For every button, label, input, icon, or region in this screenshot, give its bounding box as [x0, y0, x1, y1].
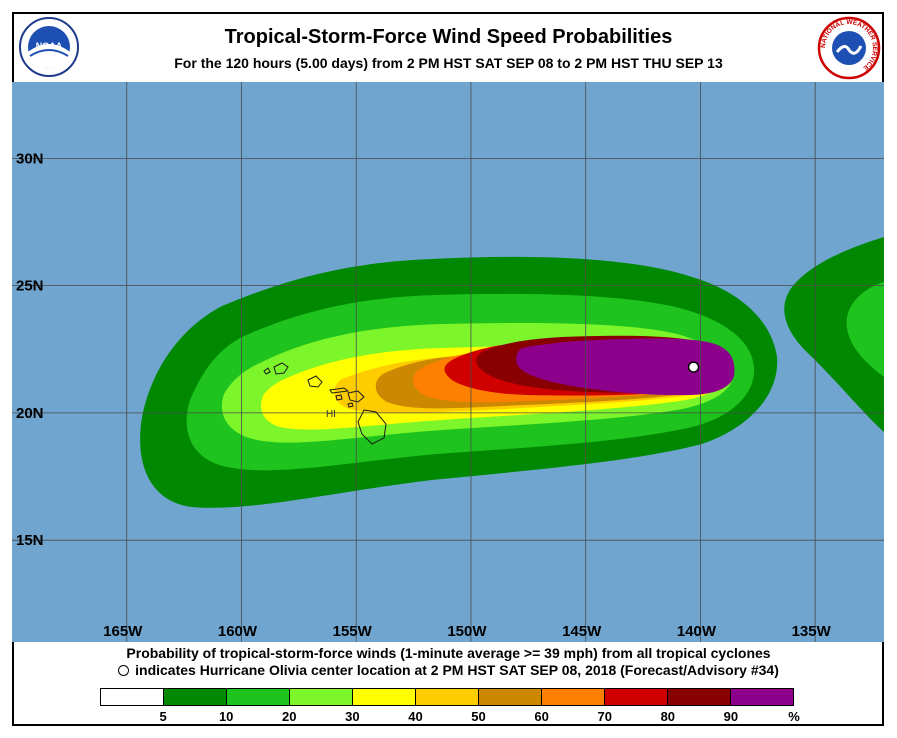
lon-label-165W: 165W [103, 623, 143, 640]
legend-swatch-10 [731, 689, 793, 705]
lat-label-20N: 20N [16, 405, 44, 422]
island-niihau [263, 367, 271, 375]
probability-legend [100, 688, 794, 706]
legend-swatch-6 [479, 689, 542, 705]
legend-tick-30: 30 [345, 709, 360, 724]
island-lanai [335, 394, 343, 401]
legend-swatch-5 [416, 689, 479, 705]
island-maui [347, 390, 365, 403]
legend-tick-90: 90 [723, 709, 739, 724]
noaa-logo: NOAA [19, 17, 79, 77]
lat-label-25N: 25N [16, 278, 44, 295]
lat-lon-grid [12, 82, 884, 642]
noaa-logo-text: NOAA [36, 41, 63, 51]
state-label-hi: HI [326, 409, 336, 420]
legend-tick-70: 70 [597, 709, 612, 724]
chart-subtitle: For the 120 hours (5.00 days) from 2 PM … [174, 55, 723, 71]
footer-storm-note-text: indicates Hurricane Olivia center locati… [135, 662, 779, 678]
legend-swatch-9 [668, 689, 731, 705]
legend-tick-10: 10 [218, 709, 234, 724]
lon-label-155W: 155W [333, 623, 373, 640]
lat-label-30N: 30N [16, 150, 44, 167]
legend-swatch-1 [164, 689, 227, 705]
legend-tick-60: 60 [534, 709, 549, 724]
island-molokai [329, 387, 350, 394]
legend-tick-5: 5 [159, 709, 167, 724]
legend-tick-50: 50 [471, 709, 486, 724]
probability-map: HI 30N 25N 20N 15N 165W 160W 155W 150W 145W 140W… [12, 82, 884, 642]
island-hawaii [357, 409, 387, 445]
island-kahoolawe [347, 402, 354, 408]
lon-label-145W: 145W [562, 623, 602, 640]
lon-label-140W: 140W [677, 623, 717, 640]
legend-tick-40: 40 [408, 709, 423, 724]
legend-swatch-8 [605, 689, 668, 705]
island-kauai [273, 362, 289, 375]
footer-description: Probability of tropical-storm-force wind… [126, 645, 771, 661]
lon-label-135W: 135W [792, 623, 832, 640]
contour-90pct [516, 338, 735, 396]
legend-swatch-3 [290, 689, 353, 705]
storm-center-marker [687, 361, 700, 373]
hawaiian-islands [263, 362, 387, 445]
legend-swatch-4 [353, 689, 416, 705]
island-oahu [307, 375, 323, 388]
lon-label-160W: 160W [218, 623, 258, 640]
chart-title: Tropical-Storm-Force Wind Speed Probabil… [224, 26, 673, 48]
legend-tick-80: 80 [660, 709, 676, 724]
legend-tick-20: 20 [282, 709, 297, 724]
legend-swatch-2 [227, 689, 290, 705]
nws-logo: NATIONAL WEATHER SERVICE [817, 16, 881, 80]
storm-center-legend-icon [118, 665, 130, 676]
olivia-probability-swath [140, 256, 778, 508]
lat-label-15N: 15N [16, 532, 44, 549]
legend-swatch-0 [101, 689, 164, 705]
legend-swatch-7 [542, 689, 605, 705]
footer-storm-note: indicates Hurricane Olivia center locati… [0, 662, 897, 678]
lon-label-150W: 150W [447, 623, 487, 640]
eastern-storm-10pct [846, 282, 884, 377]
legend-tick-percent: % [788, 709, 800, 724]
